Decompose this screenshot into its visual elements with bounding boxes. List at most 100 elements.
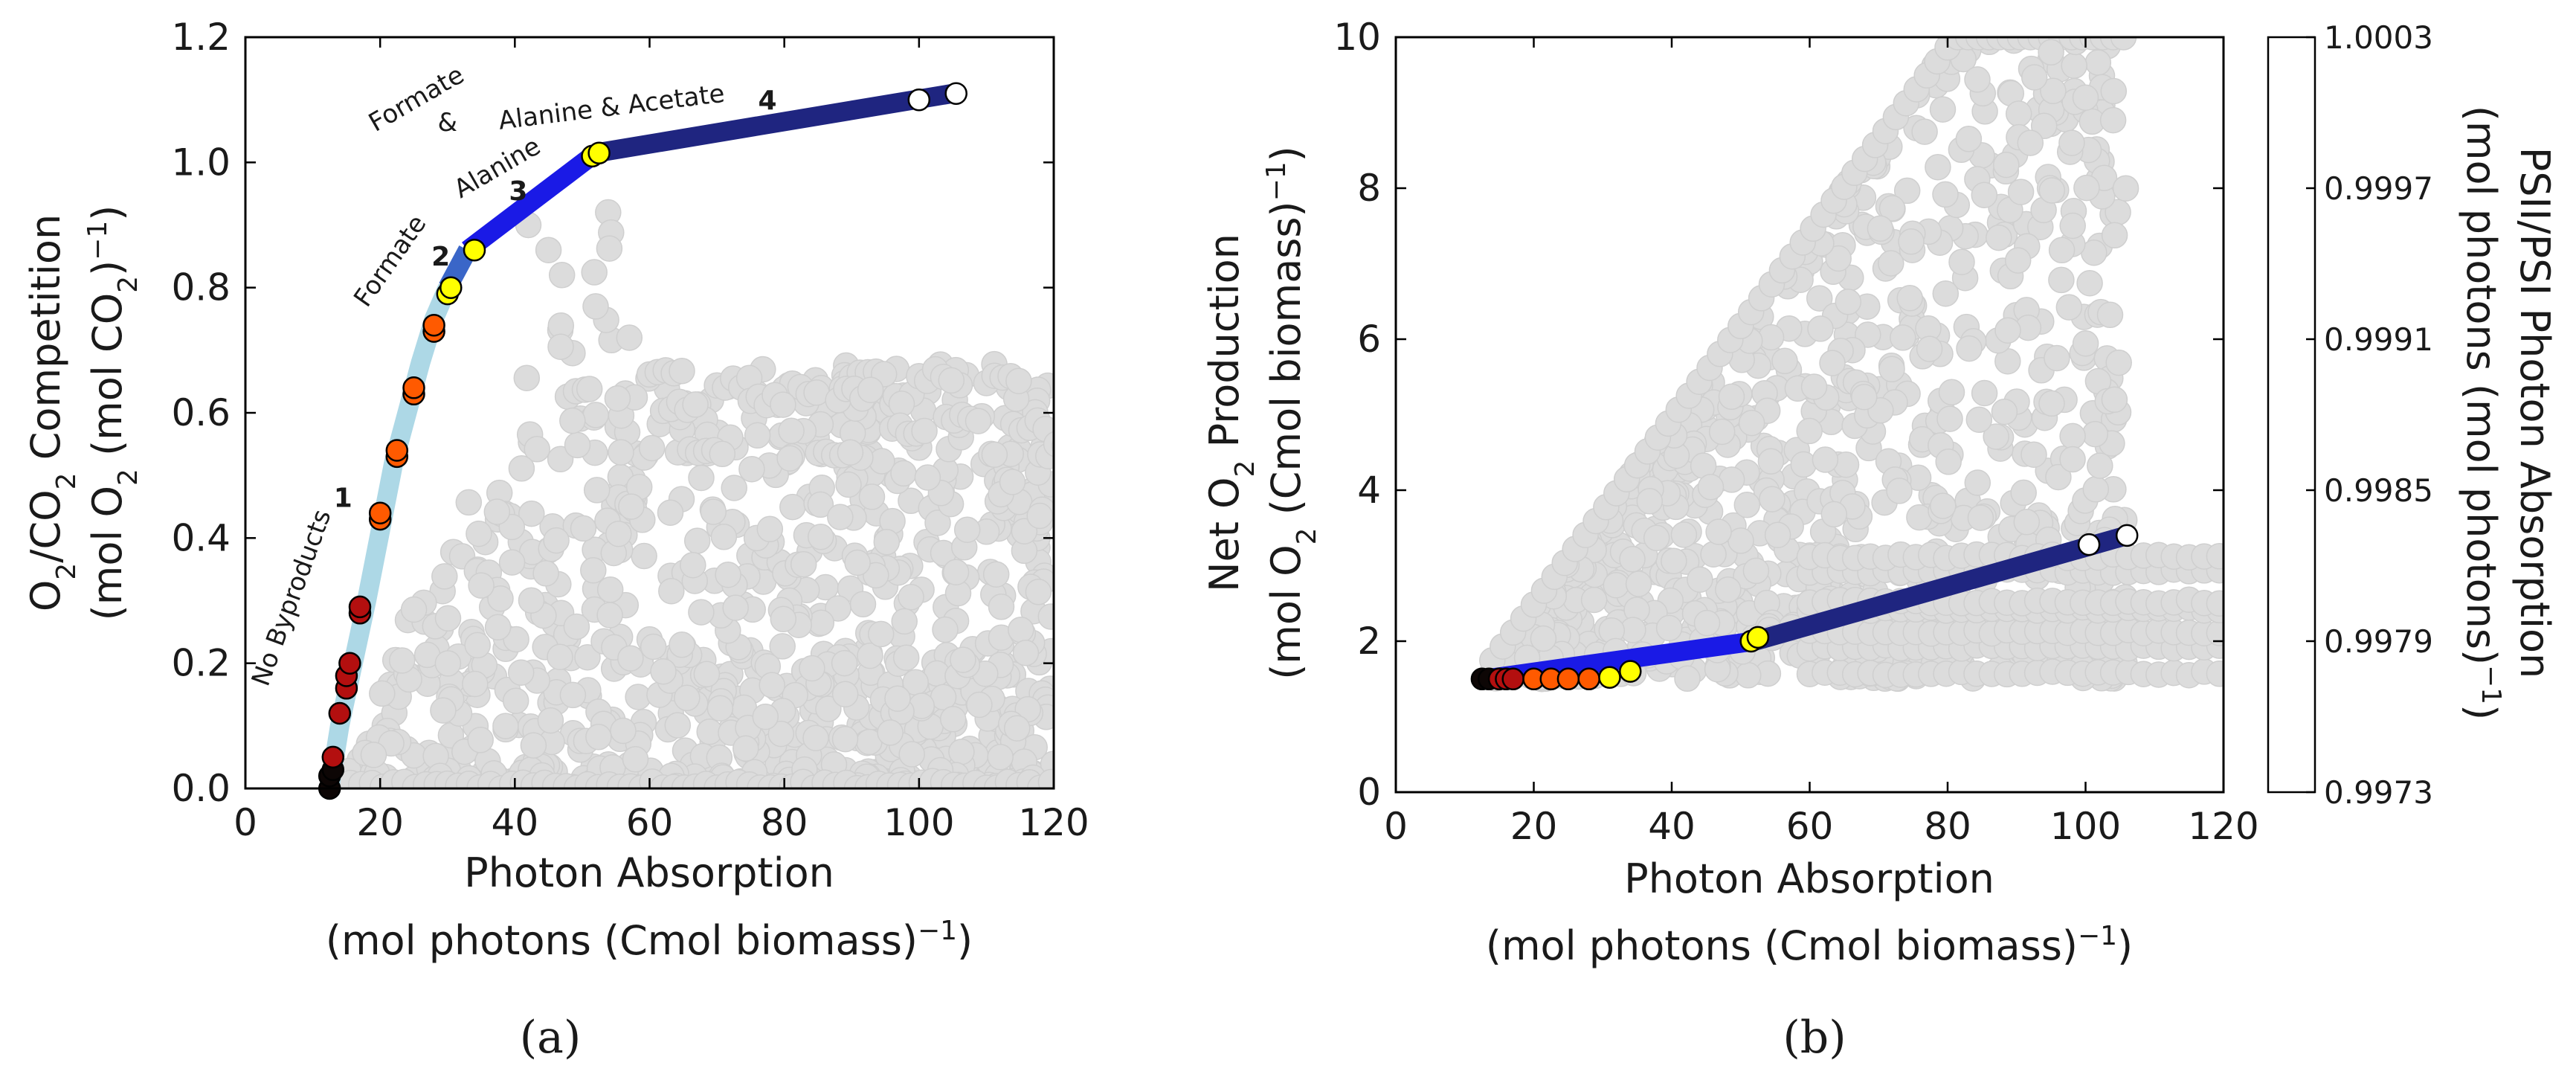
panel-a-x-axis-label: Photon Absorption xyxy=(464,849,834,896)
segment-annotation: Formate xyxy=(348,210,432,312)
panel-b: 0 20 40 60 80 100 120 0 2 4 6 8 10 Photon Absorptio… xyxy=(1201,16,2259,1064)
background-point xyxy=(610,717,637,745)
background-point xyxy=(790,550,817,578)
background-point xyxy=(2206,543,2224,570)
background-point xyxy=(873,529,901,556)
background-point xyxy=(710,524,738,550)
background-point xyxy=(559,407,586,434)
y-tick-label: 0.8 xyxy=(171,266,231,309)
background-point xyxy=(1878,356,1905,383)
frontier-point xyxy=(1501,667,1524,691)
background-point xyxy=(2112,175,2139,202)
panel-b-background-scatter xyxy=(1479,37,2224,692)
background-point xyxy=(1851,383,1878,411)
panel-b-x-ticks: 0 20 40 60 80 100 120 xyxy=(1384,37,2259,848)
background-point xyxy=(535,237,562,263)
background-point xyxy=(2048,266,2075,294)
background-point xyxy=(950,646,976,673)
background-point xyxy=(455,489,483,516)
background-point xyxy=(688,464,715,492)
background-point xyxy=(942,559,970,585)
frontier-point xyxy=(385,439,409,462)
panel-a-y-axis-label: O2/CO2 Competition xyxy=(22,214,82,611)
background-point xyxy=(1530,625,1557,652)
background-point xyxy=(1012,640,1040,666)
background-point xyxy=(1948,248,1975,275)
background-point xyxy=(953,516,981,543)
background-point xyxy=(688,599,715,626)
panel-b-frontier-points xyxy=(1470,524,2139,691)
background-point xyxy=(1965,406,1993,433)
background-point xyxy=(2058,129,2085,156)
background-point xyxy=(1878,250,1904,277)
background-point xyxy=(2044,344,2070,372)
background-point xyxy=(1733,492,1761,518)
background-point xyxy=(631,542,657,570)
background-point xyxy=(2020,64,2048,91)
background-point xyxy=(1867,215,1894,242)
background-point xyxy=(1727,527,1754,554)
background-point xyxy=(939,706,967,733)
frontier-point xyxy=(1619,660,1642,683)
background-point xyxy=(669,357,695,385)
colorbar-tick-label: 0.9973 xyxy=(2324,774,2433,811)
background-point xyxy=(2072,330,2099,357)
frontier-point xyxy=(338,652,361,675)
background-point xyxy=(815,695,842,722)
background-point xyxy=(835,471,862,498)
panel-b-y-axis-label: Net O2 Production xyxy=(1201,234,1260,592)
background-point xyxy=(585,724,612,751)
background-point xyxy=(2059,212,2086,240)
panel-b-x-axis-label: Photon Absorption xyxy=(1624,855,1994,902)
background-point xyxy=(596,235,623,262)
background-point xyxy=(884,685,911,712)
background-point xyxy=(1687,566,1713,593)
background-point xyxy=(400,596,428,623)
frontier-point xyxy=(321,745,345,769)
background-point xyxy=(503,626,529,653)
panel-b-caption: (b) xyxy=(1783,1012,1846,1064)
background-point xyxy=(1812,446,1839,473)
background-point xyxy=(617,645,644,672)
background-point xyxy=(831,649,858,677)
background-point xyxy=(759,672,785,698)
frontier-point xyxy=(402,376,425,399)
background-point xyxy=(1807,315,1834,342)
frontier-point xyxy=(422,313,445,337)
panel-b-y-ticks: 0 2 4 6 8 10 xyxy=(1333,16,2224,814)
frontier-point xyxy=(328,701,352,725)
y-tick-label: 10 xyxy=(1333,16,1381,59)
background-point xyxy=(1693,609,1721,637)
background-point xyxy=(622,746,649,773)
background-point xyxy=(2206,590,2224,617)
x-tick-label: 100 xyxy=(883,801,954,844)
x-tick-label: 20 xyxy=(356,801,404,844)
y-tick-label: 0.4 xyxy=(171,516,231,559)
background-point xyxy=(1625,571,1652,597)
background-point xyxy=(2100,77,2128,105)
background-point xyxy=(2096,301,2124,329)
background-point xyxy=(483,498,511,525)
segment-number-label: 2 xyxy=(431,242,450,272)
background-point xyxy=(932,616,959,643)
background-point xyxy=(863,562,889,589)
panel-a-y-axis-units: (mol O2 (mol CO2)−1) xyxy=(83,205,144,621)
colorbar-tick-label: 0.9997 xyxy=(2324,170,2433,207)
background-point xyxy=(1986,224,2012,251)
y-tick-label: 0 xyxy=(1357,771,1381,814)
background-point xyxy=(2076,269,2103,297)
background-point xyxy=(492,713,519,739)
background-point xyxy=(2005,100,2032,127)
background-point xyxy=(583,477,611,504)
background-point xyxy=(507,659,535,686)
background-point xyxy=(2038,39,2064,66)
background-point xyxy=(982,561,1010,588)
background-point xyxy=(966,691,993,719)
background-point xyxy=(1800,373,1828,400)
background-point xyxy=(683,527,711,554)
background-point xyxy=(604,385,631,412)
background-point xyxy=(430,697,457,724)
background-point xyxy=(464,632,491,659)
background-point xyxy=(1037,768,1054,788)
background-point xyxy=(1991,398,2018,425)
